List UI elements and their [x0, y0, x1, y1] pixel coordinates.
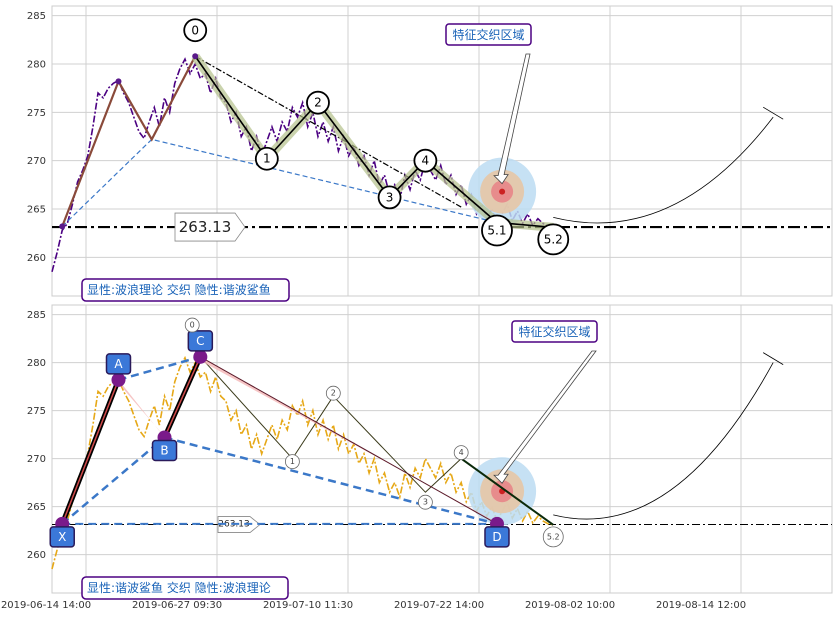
projection-cap [762, 106, 784, 120]
projection-cap [762, 352, 784, 365]
y-tick-label: 270 [27, 156, 46, 167]
harmonic-label-box [187, 330, 214, 352]
wave-label-circle [254, 146, 279, 171]
harmonic-point [193, 349, 208, 364]
harmonic-label-box [484, 526, 510, 548]
x-tick-label: 2019-07-22 14:00 [394, 600, 484, 611]
harmonic-label-box [105, 353, 132, 375]
legend-text: 显性:谐波鲨鱼 交织 隐性:波浪理论 [87, 580, 271, 595]
wave-label-circle [377, 185, 402, 210]
harmonic-xa-leg-inner [61, 379, 120, 525]
wave-label: 1 [290, 457, 295, 466]
projection-arc [553, 116, 774, 224]
y-tick-label: 285 [27, 310, 46, 321]
plot-area [51, 304, 833, 594]
callout-arrow [493, 350, 597, 484]
price-series-line [51, 57, 554, 273]
wave-label-circle [183, 18, 208, 43]
wave-label-circle [481, 214, 513, 247]
harmonic-point [115, 78, 122, 85]
wave-label: 3 [386, 190, 394, 204]
intersection-zone-center [499, 188, 506, 195]
wave-label: 3 [423, 498, 428, 507]
callout-text: 特征交织区域 [452, 27, 524, 42]
wave-label: 0 [190, 321, 195, 330]
x-tick-label: 2019-07-10 11:30 [263, 600, 353, 611]
wave-label: 4 [422, 154, 430, 168]
callout-text: 特征交织区域 [518, 324, 590, 339]
legend-text: 显性:波浪理论 交织 隐性:谐波鲨鱼 [87, 282, 271, 297]
projection-arc [553, 362, 774, 520]
chart-panel-top: 260 265 270 275 280 285 特征交织区域 263.13 0 1 2 3 4 5.1 5.… [27, 5, 833, 302]
y-tick-label: 270 [27, 454, 46, 465]
wave-label: 5.1 [487, 224, 506, 238]
wave-label-circle [542, 526, 564, 548]
harmonic-xb-line [61, 436, 166, 525]
x-tick-label: 2019-08-14 12:00 [656, 600, 746, 611]
wave-trendline [194, 55, 462, 208]
y-tick-label: 280 [27, 60, 46, 71]
support-price-label: 263.13 [179, 218, 232, 236]
wave-label: 1 [263, 152, 271, 166]
harmonic-point [59, 223, 66, 230]
x-tick-label: 2019-06-14 14:00 [1, 600, 91, 611]
harmonic-label: B [160, 443, 168, 457]
harmonic-label: C [196, 334, 204, 348]
wave-label-circle [284, 454, 300, 470]
y-tick-label: 280 [27, 358, 46, 369]
y-tick-label: 260 [27, 550, 46, 561]
wave-label-circle [417, 494, 433, 510]
y-tick-label: 265 [27, 205, 46, 216]
wave-label: 0 [191, 23, 199, 37]
wave-label: 2 [331, 389, 336, 398]
chart-panel-bottom: 260 265 270 275 280 285 2019-06-14 14:00 2019-0… [1, 304, 833, 611]
harmonic-ac-line [118, 355, 201, 382]
y-tick-label: 275 [27, 406, 46, 417]
harmonic-label: X [58, 530, 66, 544]
plot-area [51, 5, 833, 297]
callout-arrow [493, 53, 531, 185]
x-tick-label: 2019-08-02 10:00 [525, 600, 615, 611]
wave-label: 5.2 [544, 232, 563, 246]
wave-label-circle [413, 148, 438, 173]
callout-box [511, 320, 598, 343]
x-tick-label: 2019-06-27 09:30 [132, 600, 222, 611]
harmonic-label-box [49, 526, 75, 548]
harmonic-point [192, 53, 199, 60]
harmonic-label-box [151, 439, 178, 462]
wave-label: 4 [459, 448, 464, 457]
y-tick-label: 260 [27, 253, 46, 264]
wave-label-circle [184, 317, 200, 333]
harmonic-label: A [114, 357, 123, 371]
harmonic-label: D [492, 530, 501, 544]
legend-box [81, 576, 289, 600]
legend-box [81, 278, 290, 302]
harmonic-bc-leg-inner [163, 356, 202, 438]
wave-label: 5.2 [547, 532, 560, 541]
wave-label-circle [325, 385, 341, 401]
y-tick-label: 285 [27, 11, 46, 22]
harmonic-point [111, 372, 126, 387]
y-tick-label: 265 [27, 502, 46, 513]
callout-box [445, 23, 532, 46]
harmonic-tail-leg [460, 457, 554, 526]
support-price-tag [174, 212, 246, 242]
wave-label: 2 [314, 96, 322, 110]
harmonic-cd-leg [200, 356, 498, 525]
wave-label-circle [537, 223, 570, 256]
y-tick-label: 275 [27, 108, 46, 119]
harmonic-bd-line [164, 436, 498, 526]
harmonic-legs [61, 55, 197, 227]
wave-label-circle [306, 90, 330, 115]
wave-label-circle [453, 445, 469, 461]
